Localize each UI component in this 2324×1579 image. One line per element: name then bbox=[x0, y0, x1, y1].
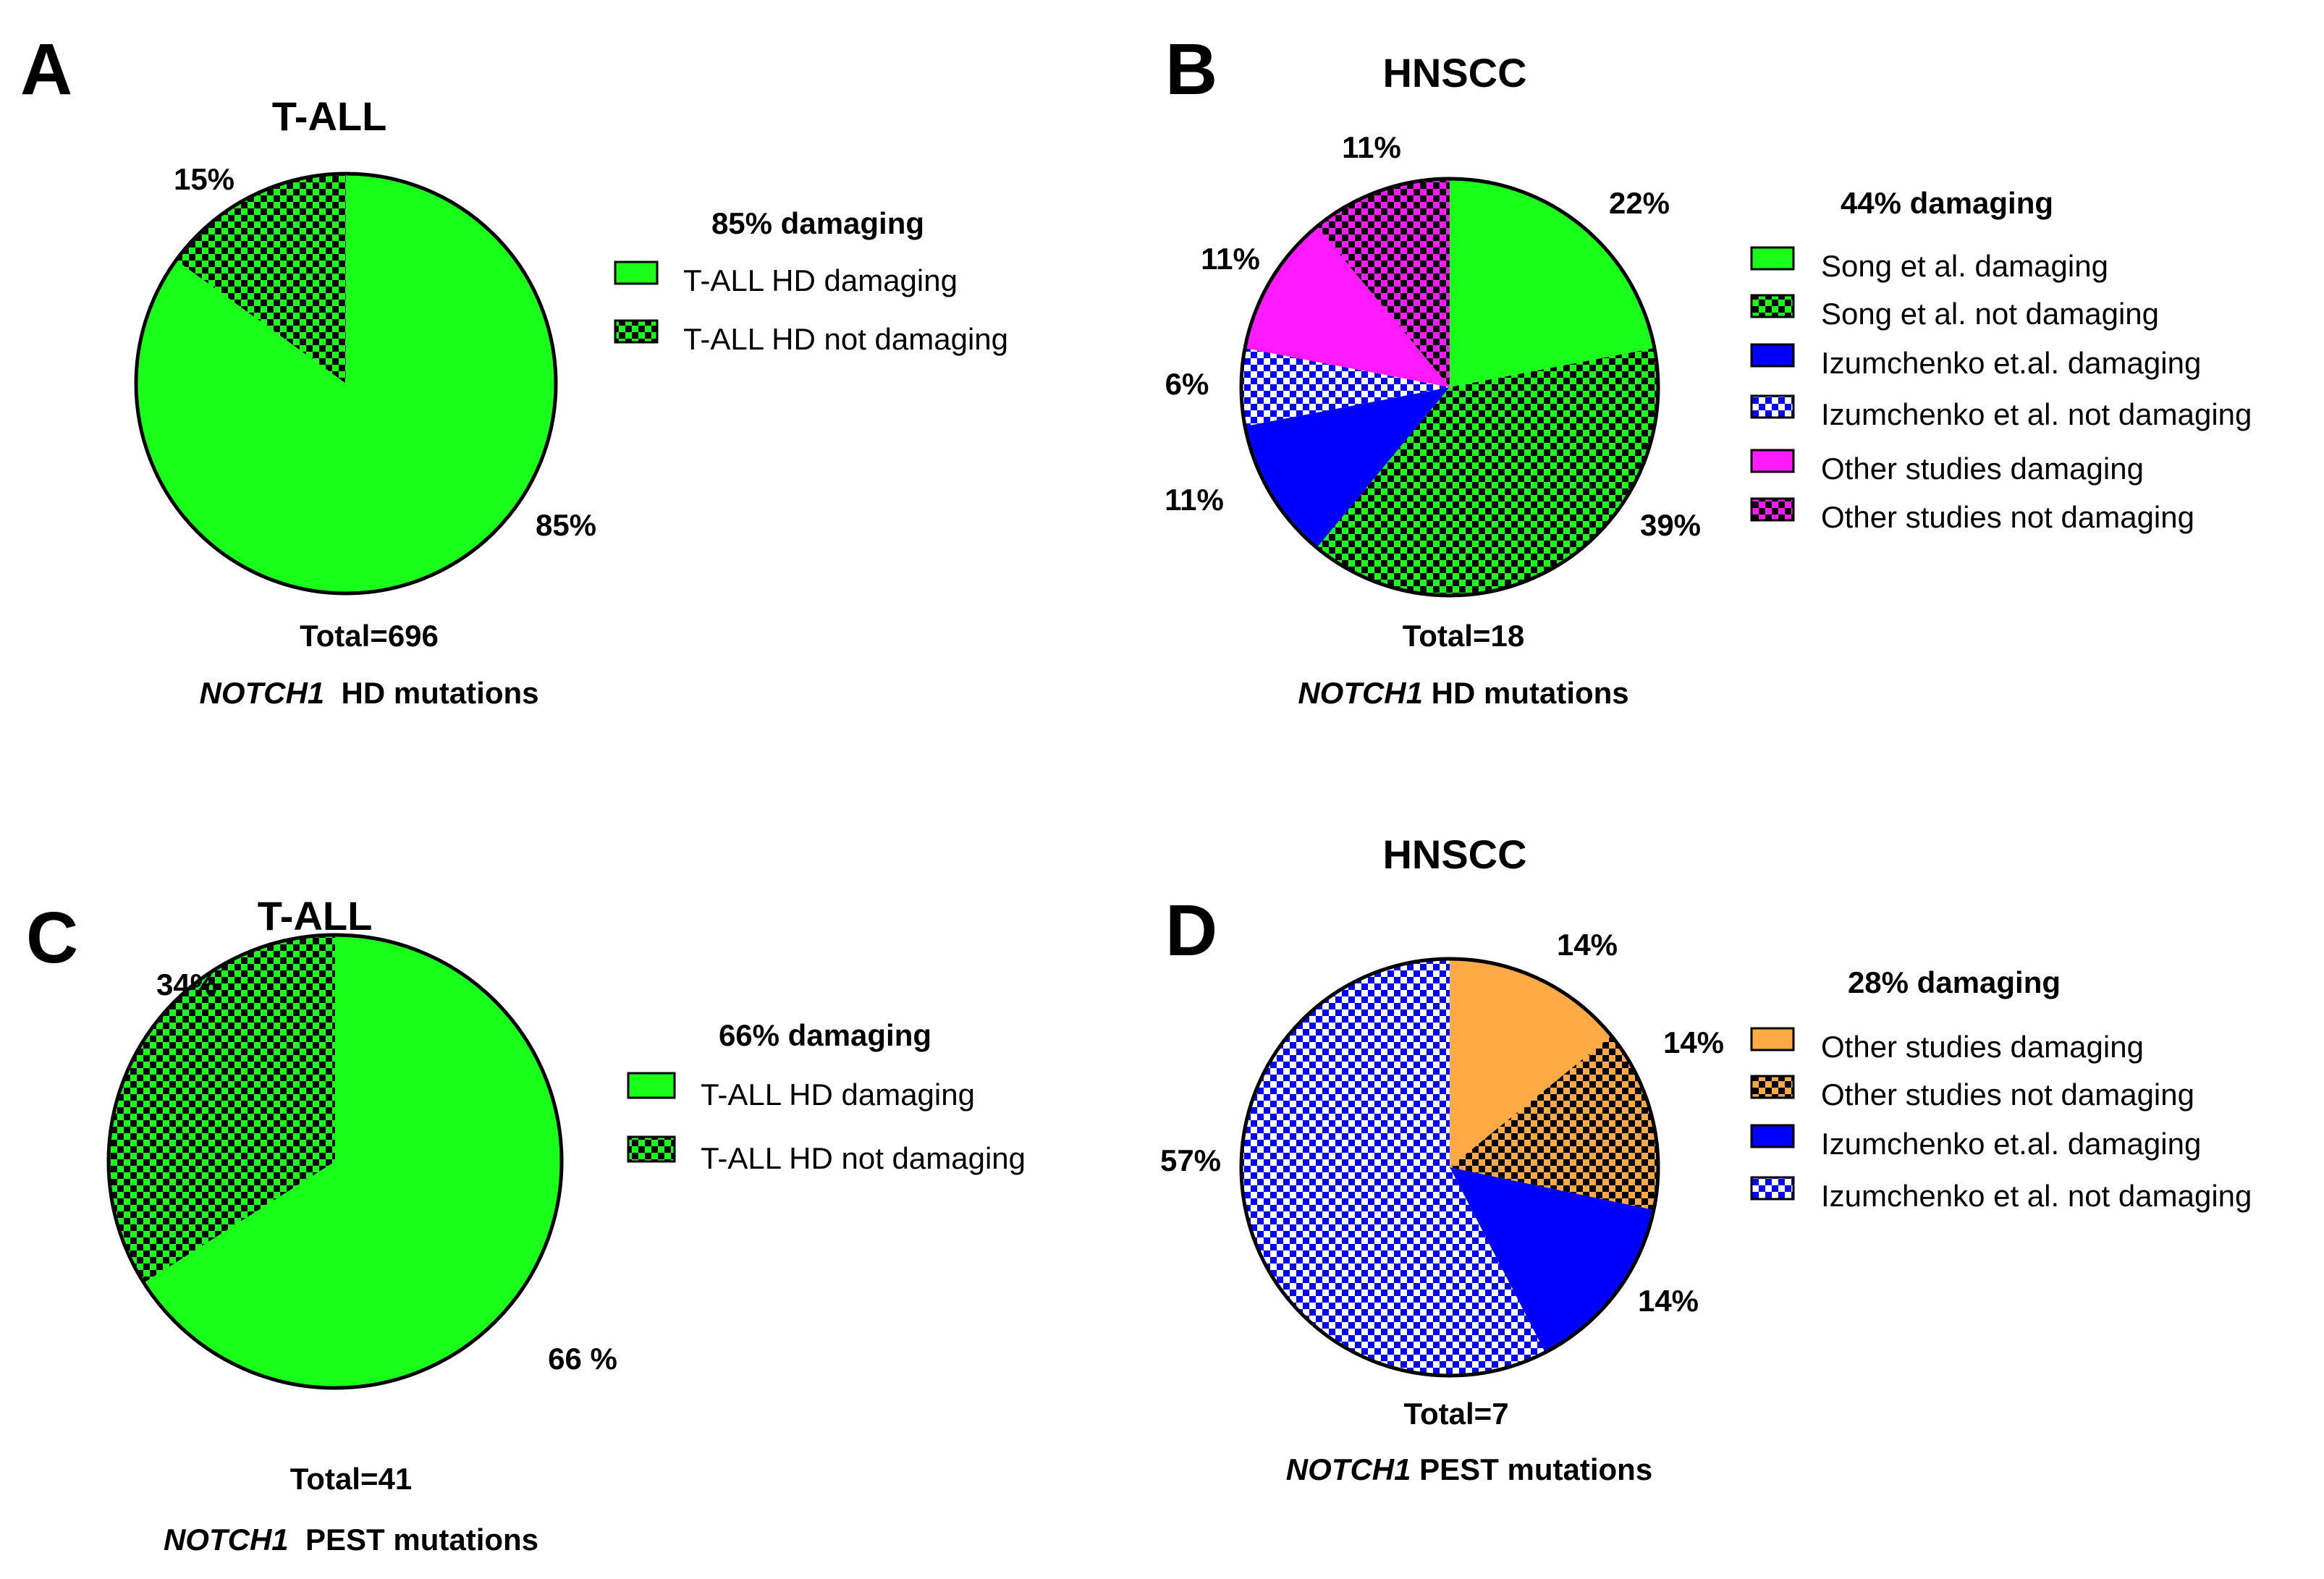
legend-swatch bbox=[1750, 343, 1795, 368]
slice-label: 11% bbox=[1342, 130, 1401, 164]
legend-swatch bbox=[1750, 1176, 1795, 1201]
panel-letter-a: A bbox=[20, 29, 72, 110]
legend-swatch bbox=[1750, 394, 1795, 419]
pie-slice-t-all-hd-damaging bbox=[143, 935, 562, 1389]
legend-swatch bbox=[1750, 497, 1795, 522]
pie-slice-t-all-hd-not-damaging bbox=[108, 935, 335, 1283]
pie-title: HNSCC bbox=[1382, 831, 1526, 877]
mutation-type: HD mutations bbox=[324, 676, 538, 710]
legend-label: Other studies damaging bbox=[1821, 452, 2144, 486]
legend-label: Song et al. not damaging bbox=[1821, 297, 2159, 331]
pie-outline bbox=[1239, 177, 1660, 598]
slice-label: 14% bbox=[1638, 1284, 1699, 1318]
legend-label: T-ALL HD damaging bbox=[683, 263, 958, 297]
slice-label: 66 % bbox=[548, 1342, 617, 1376]
pie-slice-song-et-al-damaging bbox=[1450, 179, 1655, 387]
pie-subtitle: NOTCH1 HD mutations bbox=[199, 676, 538, 710]
pie-title: HNSCC bbox=[1382, 50, 1526, 96]
pie-slice-izumchenko-et-al-not-damaging bbox=[1241, 348, 1450, 426]
pie-outline bbox=[134, 172, 558, 596]
legend-title: 66% damaging bbox=[719, 1018, 931, 1052]
total-label: Total=18 bbox=[1403, 619, 1524, 653]
legend-swatch bbox=[627, 1135, 676, 1163]
panel-b: B HNSCC 22% 39% 11% 6% 11% 11% Total=18 NOTCH1 HD… bbox=[1165, 29, 2252, 710]
slice-label: 14% bbox=[1663, 1025, 1724, 1059]
legend-label: Izumchenko et.al. damaging bbox=[1821, 1127, 2201, 1161]
legend-label: T-ALL HD not damaging bbox=[683, 322, 1008, 356]
pie-slice-izumchenko-et-al-damaging bbox=[1245, 387, 1450, 548]
pie-subtitle: NOTCH1 HD mutations bbox=[1298, 676, 1628, 710]
legend-label: Izumchenko et.al. damaging bbox=[1821, 346, 2201, 380]
slice-label: 22% bbox=[1609, 186, 1670, 220]
total-label: Total=7 bbox=[1403, 1397, 1508, 1431]
slice-label: 15% bbox=[174, 162, 234, 196]
legend-swatch bbox=[1750, 246, 1795, 271]
pie-slice-song-et-al-not-damaging bbox=[1317, 348, 1658, 596]
legend-swatch bbox=[1750, 294, 1795, 318]
slice-label: 85% bbox=[536, 508, 596, 542]
legend-swatch bbox=[614, 319, 659, 344]
legend-title: 44% damaging bbox=[1841, 186, 2053, 220]
pie-outline bbox=[106, 933, 564, 1390]
legend-swatch bbox=[627, 1072, 676, 1099]
pie-slice-other-studies-not-damaging bbox=[1317, 179, 1450, 387]
slice-label: 39% bbox=[1640, 508, 1701, 542]
mutation-type: HD mutations bbox=[1423, 676, 1629, 710]
mutation-type: PEST mutations bbox=[1411, 1452, 1652, 1486]
slice-label: 6% bbox=[1165, 367, 1209, 401]
legend-label: Other studies not damaging bbox=[1821, 1078, 2194, 1112]
pie-title: T-ALL bbox=[258, 893, 373, 939]
pie-slice-other-studies-damaging bbox=[1245, 227, 1450, 387]
legend-swatch bbox=[1750, 1027, 1795, 1051]
legend-title: 28% damaging bbox=[1848, 965, 2061, 999]
panel-a: A T-ALL 85% 15% Total=696 NOTCH1 HD mutations… bbox=[20, 29, 1008, 710]
total-label: Total=41 bbox=[290, 1462, 412, 1496]
legend-label: Other studies damaging bbox=[1821, 1030, 2144, 1064]
legend-label: Izumchenko et al. not damaging bbox=[1821, 397, 2252, 431]
mutation-type: PEST mutations bbox=[289, 1523, 538, 1557]
legend-label: T-ALL HD damaging bbox=[701, 1078, 975, 1112]
pie-slice-other-studies-damaging bbox=[1450, 959, 1612, 1167]
slice-label: 11% bbox=[1201, 242, 1260, 276]
legend-label: Song et al. damaging bbox=[1821, 249, 2108, 283]
legend-swatch bbox=[1750, 1075, 1795, 1099]
slice-label: 11% bbox=[1165, 483, 1224, 517]
panel-letter-c: C bbox=[26, 897, 78, 978]
panel-d: D HNSCC 14% 14% 14% 57% Total=7 NOTCH1 PEST mut… bbox=[1160, 831, 2252, 1486]
pie-slice-izumchenko-et-al-not-damaging bbox=[1241, 959, 1545, 1376]
legend-title: 85% damaging bbox=[711, 206, 924, 240]
slice-label: 14% bbox=[1557, 928, 1618, 962]
gene-name: NOTCH1 bbox=[1298, 676, 1423, 710]
legend-label: Izumchenko et al. not damaging bbox=[1821, 1179, 2252, 1213]
gene-name: NOTCH1 bbox=[164, 1523, 289, 1557]
pie-subtitle: NOTCH1 PEST mutations bbox=[164, 1523, 538, 1557]
pie-slice-t-all-hd-not-damaging bbox=[176, 174, 346, 384]
legend-label: T-ALL HD not damaging bbox=[701, 1141, 1026, 1175]
slice-label: 57% bbox=[1160, 1143, 1221, 1177]
gene-name: NOTCH1 bbox=[199, 676, 324, 710]
pie-outline bbox=[1239, 957, 1660, 1378]
gene-name: NOTCH1 bbox=[1286, 1452, 1411, 1486]
panel-letter-d: D bbox=[1165, 890, 1217, 971]
legend-swatch bbox=[1750, 1124, 1795, 1148]
panel-letter-b: B bbox=[1165, 29, 1217, 110]
legend-label: Other studies not damaging bbox=[1821, 500, 2194, 534]
pie-slice-other-studies-not-damaging bbox=[1450, 1036, 1658, 1210]
pie-subtitle: NOTCH1 PEST mutations bbox=[1286, 1452, 1652, 1486]
total-label: Total=696 bbox=[300, 619, 439, 653]
legend-swatch bbox=[1750, 449, 1795, 473]
legend-swatch bbox=[614, 261, 659, 285]
pie-title: T-ALL bbox=[272, 93, 387, 139]
